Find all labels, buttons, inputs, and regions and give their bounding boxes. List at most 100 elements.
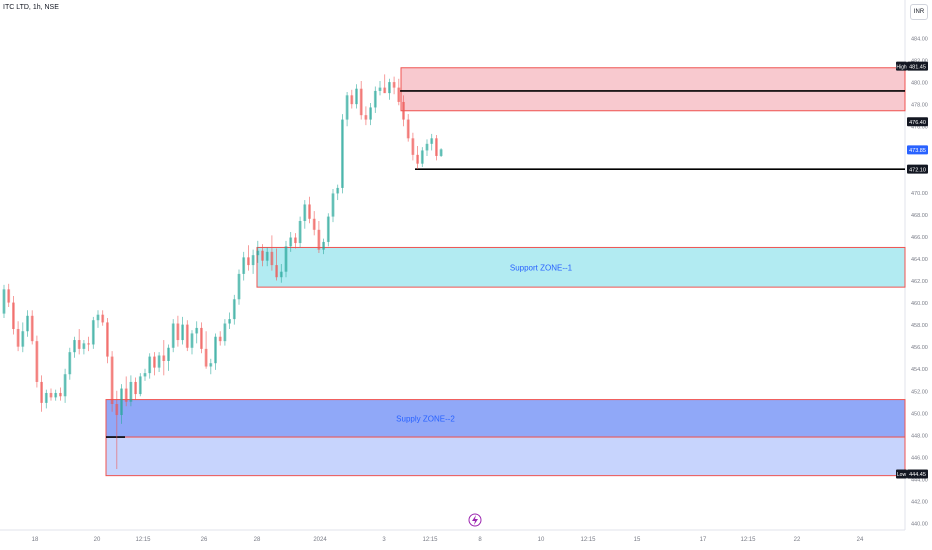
price-tick-label: 460.00 <box>911 301 928 307</box>
candle-body <box>420 150 424 164</box>
time-tick-label: 26 <box>201 537 208 543</box>
candle-body <box>77 340 81 349</box>
zone-label: Supply ZONE--2 <box>396 414 455 423</box>
candle-body <box>106 322 109 357</box>
candle-body <box>294 237 297 244</box>
candle-body <box>167 347 170 361</box>
candle-body <box>26 315 29 332</box>
price-tick-label: 456.00 <box>911 345 928 351</box>
candle-body <box>162 355 166 361</box>
price-axis[interactable] <box>905 0 932 550</box>
price-tick-label: 484.00 <box>911 37 928 43</box>
candle-body <box>237 273 241 300</box>
candle-body <box>275 265 278 278</box>
candle-body <box>96 314 100 321</box>
price-tick-label: 446.00 <box>911 455 928 461</box>
price-tick-label: 444.00 <box>911 477 928 483</box>
candle-body <box>232 299 236 320</box>
time-tick-label: 8 <box>478 537 482 543</box>
candle-body <box>115 403 119 416</box>
candle-body <box>91 320 95 345</box>
time-tick-label: 28 <box>254 537 261 543</box>
currency-button[interactable]: INR <box>910 4 928 20</box>
candle-body <box>312 218 316 230</box>
candle-body <box>373 90 377 108</box>
candle-body <box>317 229 321 250</box>
time-tick-label: 24 <box>857 537 864 543</box>
candle-body <box>87 343 90 345</box>
price-label: 481.45 <box>909 64 926 70</box>
price-tag-label: High <box>896 64 907 70</box>
price-label: 472.10 <box>909 167 926 173</box>
candle-body <box>120 388 123 416</box>
candle-body <box>204 348 208 367</box>
candle-body <box>228 319 231 324</box>
candle-body <box>425 143 429 151</box>
price-tick-label: 470.00 <box>911 191 928 197</box>
time-tick-label: 17 <box>700 537 707 543</box>
candle-body <box>157 355 161 368</box>
time-tick-label: 22 <box>794 537 801 543</box>
price-tick-label: 476.00 <box>911 125 928 131</box>
price-tick-label: 468.00 <box>911 213 928 219</box>
price-label-bg <box>907 61 928 71</box>
candle-body <box>336 187 340 194</box>
candle-body <box>82 343 86 349</box>
candle-body <box>261 250 264 261</box>
candle-body <box>298 220 302 244</box>
time-tick-label: 20 <box>94 537 101 543</box>
candle-body <box>153 356 156 368</box>
candle-body <box>392 82 396 88</box>
candle-body <box>331 193 335 217</box>
candle-body <box>35 341 39 382</box>
time-tick-label: 15 <box>634 537 641 543</box>
candle-body <box>63 374 67 397</box>
candle-body <box>16 329 20 347</box>
candle-body <box>416 154 419 164</box>
candle-body <box>21 331 25 347</box>
candle-body <box>110 356 114 404</box>
candle-body <box>411 138 415 155</box>
candle-body <box>397 87 401 102</box>
candle-body <box>265 251 269 261</box>
candle-body <box>101 314 105 323</box>
candle-body <box>256 250 260 256</box>
time-tick-label: 12:15 <box>580 537 596 543</box>
candle-body <box>345 95 349 120</box>
candle-body <box>176 323 180 341</box>
candle-body <box>289 237 293 247</box>
candle-body <box>44 392 48 403</box>
time-tick-label: 12:15 <box>740 537 756 543</box>
candle-body <box>406 119 410 139</box>
zone-rect <box>400 67 906 112</box>
candle-body <box>7 289 11 303</box>
price-label-bg <box>907 469 928 479</box>
time-tick-label: 2024 <box>313 537 327 543</box>
time-tick-label: 12:15 <box>422 537 438 543</box>
time-tick-label: 18 <box>32 537 39 543</box>
candle-body <box>124 388 128 402</box>
candle-body <box>242 257 246 274</box>
candle-body <box>218 336 222 342</box>
candle-body <box>68 352 72 375</box>
zone-rect <box>105 399 906 438</box>
time-tick-label: 10 <box>538 537 545 543</box>
candle-body <box>171 323 175 348</box>
candle-body <box>322 241 325 250</box>
zone-label: Support ZONE--1 <box>510 263 573 272</box>
candle-body <box>190 333 194 348</box>
candle-body <box>12 302 15 330</box>
candle-body <box>185 324 189 348</box>
price-tick-label: 462.00 <box>911 279 928 285</box>
price-tick-label: 452.00 <box>911 389 928 395</box>
candle-body <box>284 246 288 272</box>
price-tick-label: 442.00 <box>911 500 928 506</box>
candle-body <box>40 381 43 403</box>
candle-body <box>59 392 62 397</box>
candle-body <box>30 315 34 342</box>
candle-body <box>355 88 358 105</box>
zone-rect <box>105 436 906 477</box>
price-tick-label: 454.00 <box>911 367 928 373</box>
candle-body <box>378 87 382 91</box>
